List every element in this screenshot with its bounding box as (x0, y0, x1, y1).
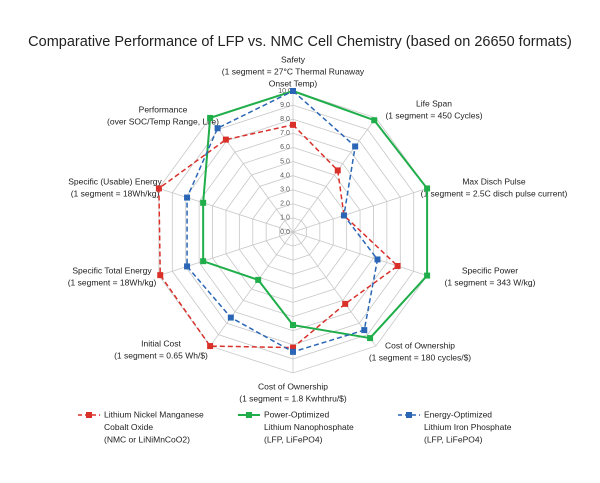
marker (227, 314, 234, 321)
axis-label: (1 segment = 18Wh/kg) (68, 277, 157, 287)
r-tick-label: 8.0 (280, 116, 290, 123)
axis-label: Cost of Ownership (385, 340, 455, 350)
legend-label: Lithium Nickel Manganese (104, 409, 204, 419)
spoke (292, 231, 377, 347)
marker (374, 256, 381, 263)
r-tick-label: 3.0 (280, 187, 290, 194)
marker (222, 136, 229, 143)
marker (207, 114, 214, 121)
axis-label: Initial Cost (141, 338, 181, 348)
r-tick-label: 5.0 (280, 158, 290, 165)
axis-label: (1 segment = 450 Cycles) (385, 110, 482, 120)
axis-label: Life Span (416, 98, 452, 108)
legend-label: Energy-Optimized (424, 409, 492, 419)
marker (340, 212, 347, 219)
axis-label: (over SOC/Temp Range, Life) (107, 116, 219, 126)
spoke (292, 117, 377, 233)
spoke (292, 188, 428, 233)
legend-marker (86, 412, 92, 418)
r-tick-label: 9.0 (280, 102, 290, 109)
marker (342, 300, 349, 307)
legend-label: (LFP, LiFePO4) (264, 434, 323, 444)
marker (200, 258, 207, 265)
axis-label: (1 segment = 18Wh/kg) (71, 188, 160, 198)
marker (214, 125, 221, 132)
marker (352, 143, 359, 150)
legend-label: Power-Optimized (264, 409, 329, 419)
spoke (158, 188, 294, 233)
marker (290, 344, 296, 351)
axis-label: (1 segment = 180 cycles/$) (369, 352, 471, 362)
axis-label: Specific Power (462, 265, 518, 275)
marker (157, 272, 164, 279)
marker (207, 343, 214, 350)
marker (290, 322, 296, 329)
marker (361, 327, 368, 334)
marker (155, 185, 162, 192)
legend-label: Lithium Iron Phosphate (424, 422, 512, 432)
axis-label: Cost of Ownership (258, 381, 328, 391)
marker (334, 167, 341, 174)
axis-label: (1 segment = 1.8 Kwhthru/$) (239, 393, 347, 403)
axis-label: Safety (281, 54, 306, 64)
r-tick-label: 6.0 (280, 144, 290, 151)
legend-label: Cobalt Oxide (104, 422, 153, 432)
axis-label: (1 segment = 2.5C disch pulse current) (421, 188, 568, 198)
spoke (209, 231, 294, 347)
marker (184, 263, 191, 270)
legend-marker (406, 412, 412, 418)
r-tick-label: 7.0 (280, 130, 290, 137)
marker (424, 185, 431, 192)
marker (184, 194, 191, 201)
axis-label: Performance (139, 104, 188, 114)
axis-label: Onset Temp) (269, 78, 318, 88)
marker (290, 348, 296, 355)
series-line (158, 124, 399, 349)
axis-label: Specific (Usable) Energy (68, 176, 162, 186)
axis-label: Specific Total Energy (72, 265, 152, 275)
marker (290, 121, 296, 128)
axis-label: (1 segment = 0.65 Wh/$) (114, 350, 208, 360)
marker (200, 199, 207, 206)
r-tick-label: 4.0 (280, 172, 290, 179)
r-tick-label: 1.0 (280, 215, 290, 222)
legend-label: (LFP, LiFePO4) (424, 434, 483, 444)
marker (394, 262, 401, 269)
chart-title: Comparative Performance of LFP vs. NMC C… (28, 34, 572, 50)
legend-marker (246, 412, 252, 418)
spoke (292, 231, 428, 276)
marker (290, 88, 296, 94)
marker (371, 117, 378, 124)
marker (255, 276, 262, 283)
r-tick-label: 0.0 (280, 229, 290, 236)
series-line (202, 89, 429, 340)
axis-label: Max Disch Pulse (462, 176, 526, 186)
marker (424, 272, 431, 279)
marker (367, 335, 374, 342)
axis-label: (1 segment = 343 W/kg) (445, 277, 536, 287)
legend-label: (NMC or LiNiMnCoO2) (104, 434, 190, 444)
axis-label: (1 segment = 27°C Thermal Runaway (222, 66, 365, 76)
r-tick-label: 2.0 (280, 201, 290, 208)
legend-label: Lithium Nanophosphate (264, 422, 354, 432)
r-tick-label: 10.0 (278, 88, 292, 95)
spoke (158, 231, 294, 276)
